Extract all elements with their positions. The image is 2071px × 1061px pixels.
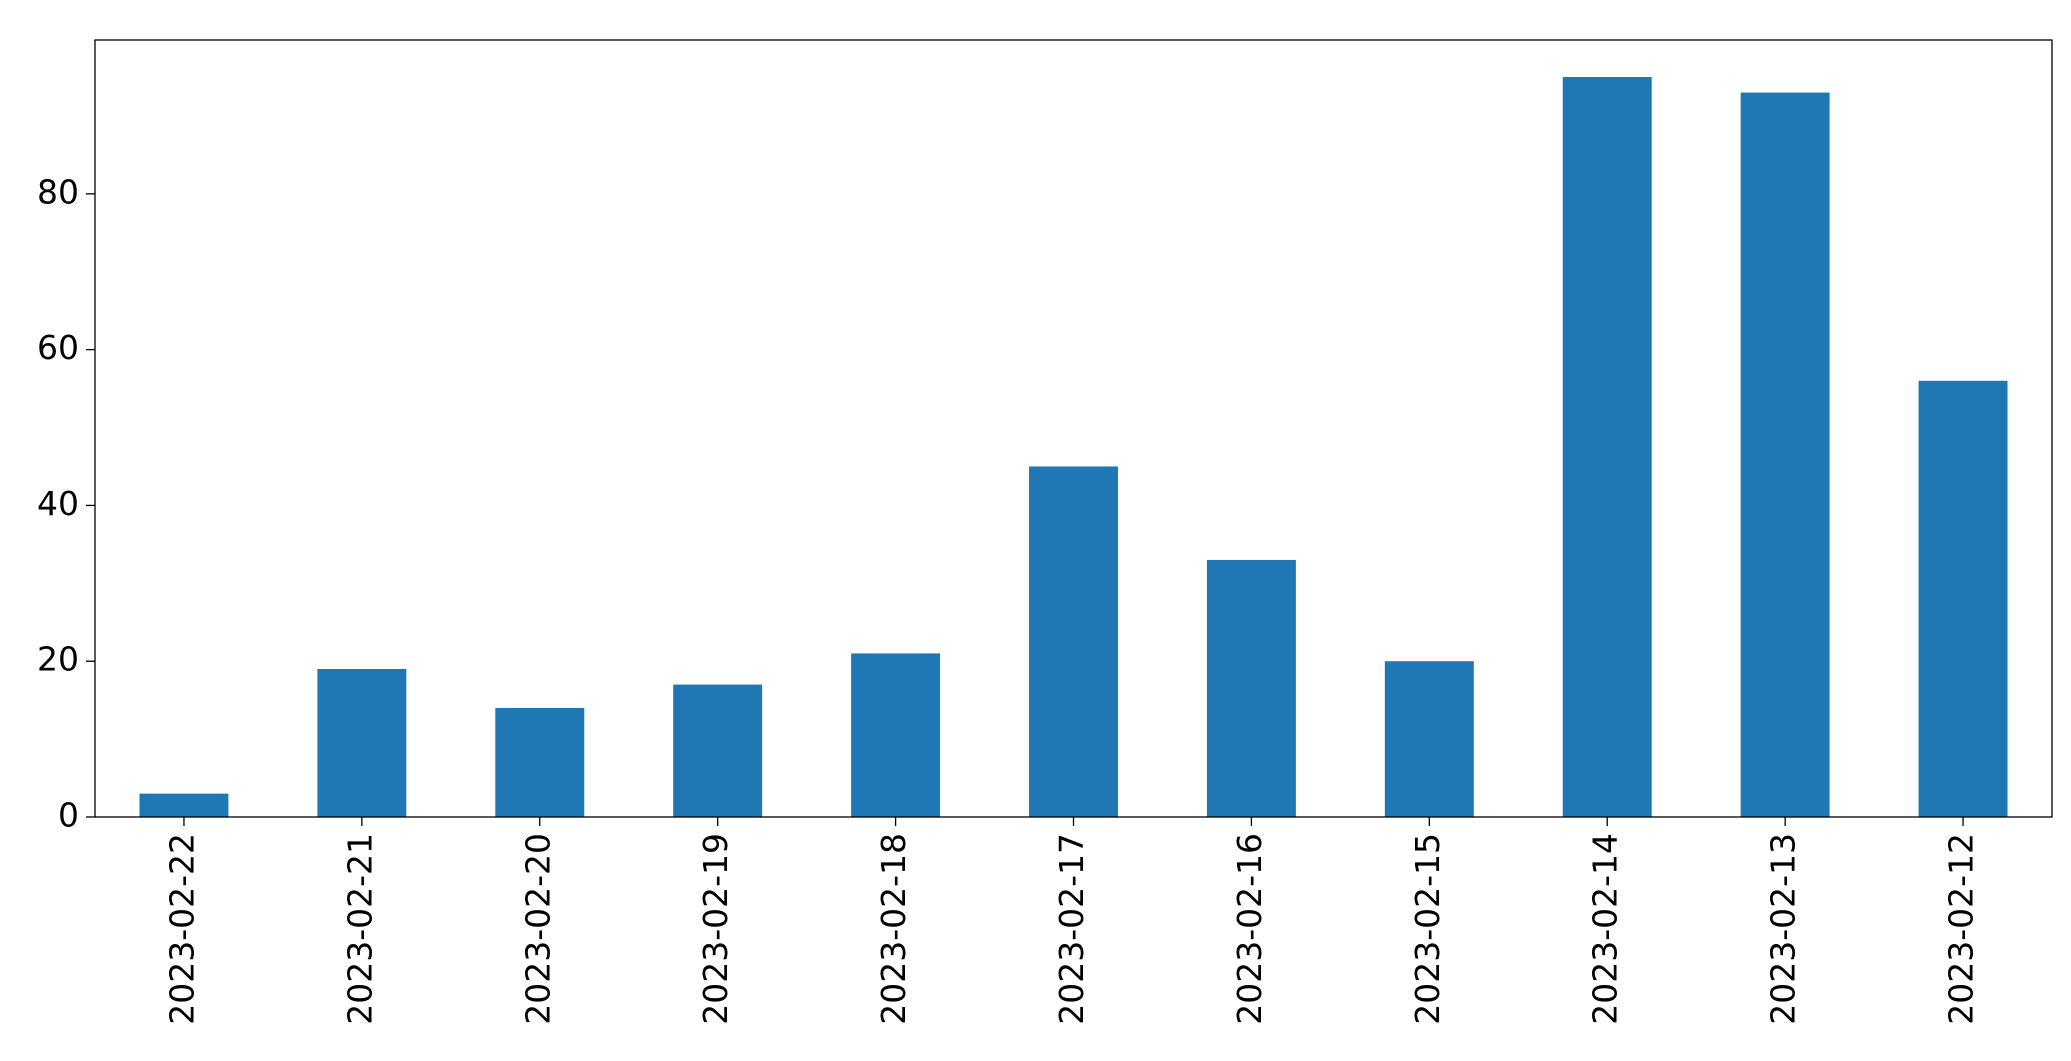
x-tick-label: 2023-02-20 [518,833,557,1025]
bar [1384,661,1474,817]
bar [317,669,407,817]
y-tick-label: 80 [37,172,79,211]
bar [1029,466,1118,817]
bar [1918,380,2008,817]
bar [1206,559,1296,817]
y-tick-label: 20 [37,640,79,679]
x-tick-label: 2023-02-18 [874,833,913,1025]
x-tick-label: 2023-02-15 [1408,833,1447,1025]
x-tick-label: 2023-02-21 [340,833,379,1025]
bar [1562,77,1652,817]
x-tick-label: 2023-02-14 [1586,833,1625,1025]
bar [495,707,585,817]
bar [673,684,763,817]
bar [1740,92,1830,817]
x-tick-label: 2023-02-16 [1230,833,1269,1025]
x-tick-label: 2023-02-19 [696,833,735,1025]
y-tick-label: 0 [58,796,79,835]
bar [139,793,229,817]
plot-frame [94,39,2053,818]
x-tick-label: 2023-02-13 [1764,833,1803,1025]
bar [851,653,941,817]
x-tick-label: 2023-02-22 [162,833,201,1025]
x-tick-label: 2023-02-12 [1942,833,1981,1025]
x-tick-label: 2023-02-17 [1052,833,1091,1025]
y-tick-label: 40 [37,484,79,523]
y-tick-label: 60 [37,328,79,367]
